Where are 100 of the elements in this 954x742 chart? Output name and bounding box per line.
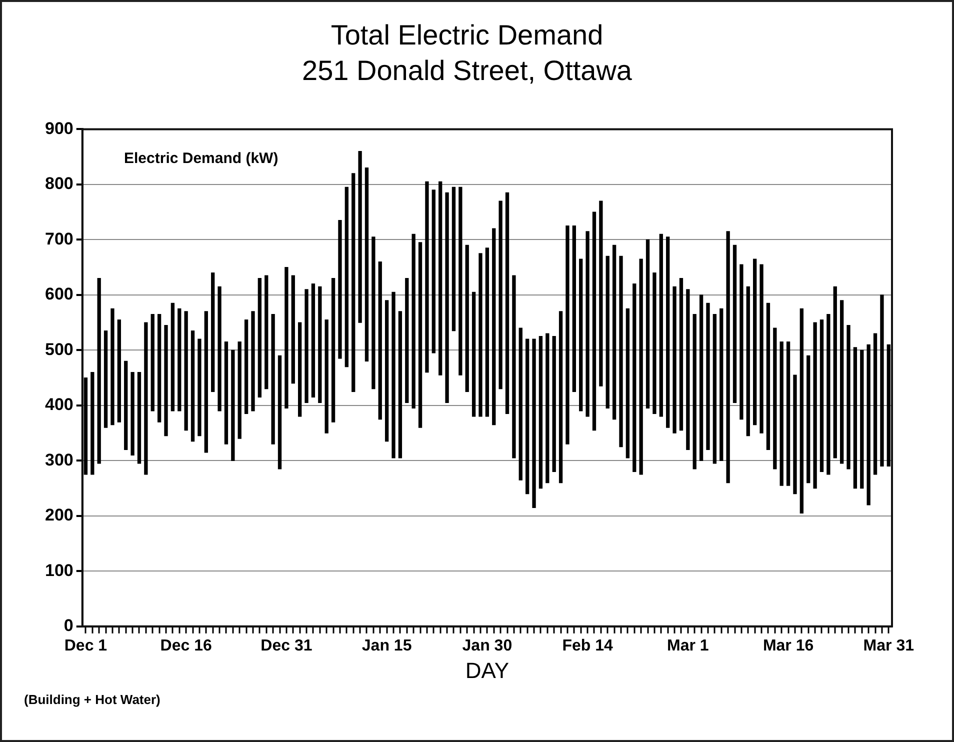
bar bbox=[485, 248, 490, 417]
bar bbox=[726, 231, 730, 484]
x-tick-label: Dec 16 bbox=[160, 637, 212, 654]
y-tick-label: 700 bbox=[44, 229, 74, 248]
bar bbox=[606, 256, 610, 409]
bar bbox=[659, 234, 663, 417]
bar bbox=[412, 234, 416, 409]
bar bbox=[712, 314, 717, 464]
bar bbox=[190, 330, 195, 442]
bar bbox=[860, 350, 864, 489]
bar bbox=[198, 338, 202, 436]
bar bbox=[699, 294, 704, 461]
bar bbox=[104, 330, 108, 428]
bar bbox=[244, 319, 248, 414]
y-tick-label: 100 bbox=[44, 560, 74, 580]
bar bbox=[358, 150, 362, 323]
bar bbox=[800, 308, 804, 514]
bar bbox=[666, 236, 670, 428]
bar bbox=[538, 336, 543, 489]
bar bbox=[184, 311, 188, 431]
bar bbox=[626, 308, 630, 458]
bar bbox=[170, 302, 175, 412]
x-tick-label: Mar 16 bbox=[762, 637, 814, 654]
bar bbox=[880, 294, 884, 467]
y-tick-label: 900 bbox=[44, 118, 74, 138]
bar bbox=[686, 289, 690, 450]
chart-title: Total Electric Demand bbox=[330, 20, 604, 51]
bar bbox=[150, 314, 154, 412]
bar bbox=[679, 278, 684, 431]
bar bbox=[746, 286, 750, 436]
bar bbox=[652, 272, 656, 414]
bar bbox=[452, 186, 456, 332]
bar bbox=[157, 314, 162, 422]
bar bbox=[773, 328, 777, 470]
bar bbox=[552, 336, 556, 472]
x-tick-label: Jan 15 bbox=[362, 637, 412, 654]
bar bbox=[492, 228, 496, 426]
y-tick-label: 300 bbox=[44, 450, 74, 470]
bar bbox=[218, 286, 222, 412]
bar bbox=[820, 319, 824, 472]
bar bbox=[720, 308, 724, 461]
bar bbox=[472, 292, 476, 417]
bar bbox=[793, 374, 797, 494]
bar bbox=[344, 186, 348, 368]
bar bbox=[498, 200, 502, 390]
bar bbox=[84, 377, 88, 475]
x-tick-label: Feb 14 bbox=[562, 637, 613, 654]
bar bbox=[392, 292, 396, 458]
y-tick-label: 400 bbox=[44, 395, 74, 414]
bar bbox=[418, 242, 422, 428]
bar bbox=[786, 342, 790, 486]
bar bbox=[518, 328, 522, 480]
bar bbox=[271, 314, 275, 444]
bar bbox=[526, 338, 530, 494]
x-tick-label: Mar 31 bbox=[863, 637, 914, 654]
bar bbox=[732, 244, 737, 403]
bar bbox=[873, 333, 878, 475]
bar bbox=[378, 261, 382, 420]
bar bbox=[840, 300, 844, 464]
chart-subtitle: 251 Donald Street, Ottawa bbox=[302, 55, 632, 86]
bar bbox=[672, 286, 676, 434]
bar bbox=[579, 258, 583, 412]
bar bbox=[372, 236, 376, 390]
bar bbox=[458, 186, 462, 376]
bar bbox=[639, 258, 643, 475]
bar bbox=[204, 311, 208, 453]
bar bbox=[90, 372, 94, 475]
bar bbox=[753, 258, 757, 426]
bar bbox=[646, 239, 650, 409]
bar bbox=[706, 302, 710, 450]
bar bbox=[298, 322, 302, 417]
bar bbox=[97, 278, 101, 464]
bar bbox=[304, 289, 308, 403]
bar bbox=[566, 226, 570, 444]
y-axis-title: Electric Demand (kW) bbox=[124, 150, 278, 167]
bar bbox=[505, 192, 510, 414]
bar bbox=[384, 300, 389, 442]
bar bbox=[532, 338, 536, 508]
bar bbox=[324, 319, 328, 434]
bar bbox=[110, 308, 114, 426]
bar bbox=[592, 212, 596, 431]
bar bbox=[465, 244, 469, 392]
bar bbox=[425, 181, 429, 373]
bar bbox=[211, 272, 215, 392]
bar bbox=[760, 264, 764, 434]
bar bbox=[780, 342, 784, 486]
bar bbox=[806, 355, 810, 484]
bar bbox=[826, 314, 830, 475]
bar bbox=[352, 173, 356, 392]
bar bbox=[284, 266, 288, 409]
bar bbox=[599, 200, 603, 386]
bar bbox=[619, 256, 623, 448]
y-tick-label: 800 bbox=[44, 174, 74, 194]
bar bbox=[178, 308, 182, 412]
bar bbox=[144, 322, 148, 475]
bar bbox=[331, 278, 336, 422]
bar bbox=[833, 286, 837, 458]
bar bbox=[612, 244, 616, 420]
bar bbox=[405, 278, 409, 403]
bar bbox=[278, 355, 282, 470]
